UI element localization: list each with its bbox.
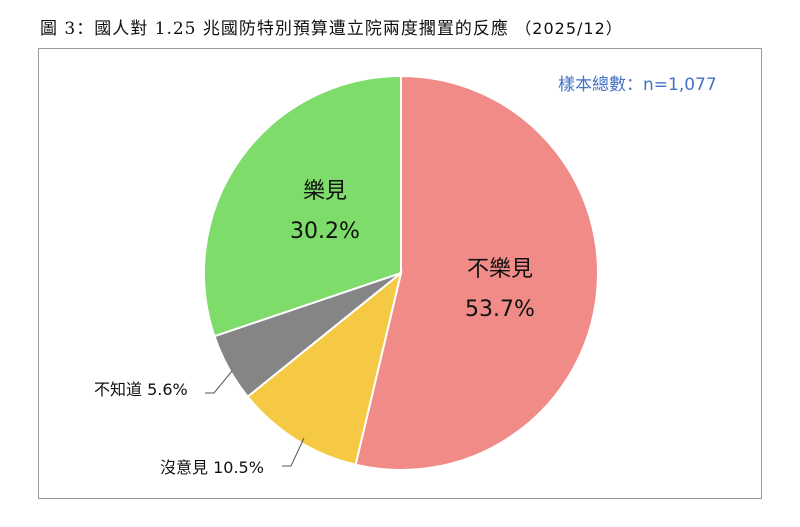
leader-line-dontknow <box>205 370 233 394</box>
pie-slice-like <box>203 74 402 338</box>
slice-label-noopinion: 沒意見 10.5% <box>160 454 264 478</box>
slice-label-dislike: 不樂見 53.7% <box>440 250 560 330</box>
slice-label-dontknow-value: 5.6% <box>147 380 188 399</box>
chart-title-date: （2025/12） <box>515 19 623 38</box>
slice-label-noopinion-value: 10.5% <box>213 458 264 477</box>
slice-label-dontknow-name: 不知道 <box>94 380 143 399</box>
slice-label-noopinion-name: 沒意見 <box>160 458 209 477</box>
leader-line-noopinion <box>282 437 305 467</box>
slice-label-like-name: 樂見 <box>302 179 347 204</box>
slice-label-dontknow: 不知道 5.6% <box>94 376 188 400</box>
chart-title-main: 圖 3：國人對 1.25 兆國防特別預算遭立院兩度擱置的反應 <box>40 19 509 39</box>
pie-slice-noopinion <box>246 270 403 466</box>
sample-size-annotation: 樣本總數：n=1,077 <box>558 75 717 95</box>
slice-label-like: 樂見 30.2% <box>265 172 385 252</box>
slice-label-dislike-name: 不樂見 <box>466 257 533 282</box>
pie-slice-dislike <box>354 74 599 471</box>
chart-title: 圖 3：國人對 1.25 兆國防特別預算遭立院兩度擱置的反應 （2025/12） <box>40 14 623 39</box>
slice-label-like-value: 30.2% <box>290 219 360 244</box>
slice-label-dislike-value: 53.7% <box>465 297 535 322</box>
